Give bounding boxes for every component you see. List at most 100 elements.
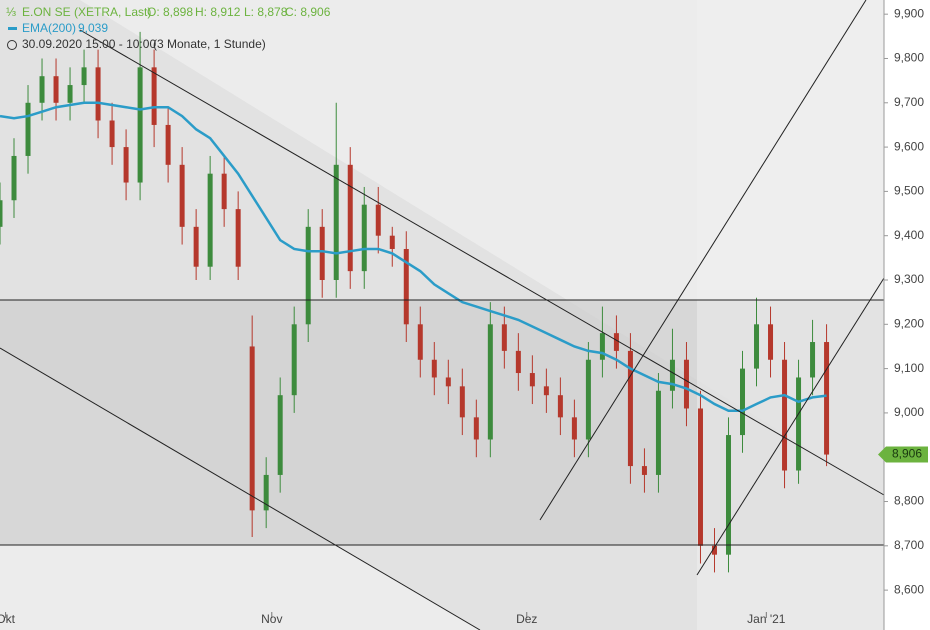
candle-body xyxy=(627,350,633,467)
candle-body xyxy=(123,147,129,183)
legend-period: (3 Monate, 1 Stunde) xyxy=(153,37,266,51)
candle-body xyxy=(711,545,717,555)
y-tick-label: 8,700 xyxy=(894,538,924,552)
candle-body xyxy=(389,235,395,249)
candle-body xyxy=(137,67,143,183)
candle-body xyxy=(571,417,577,440)
candle-body xyxy=(207,173,213,267)
y-tick-label: 9,600 xyxy=(894,139,924,153)
candle-body xyxy=(613,333,619,351)
candle-body xyxy=(740,368,746,436)
y-tick-label: 9,300 xyxy=(894,272,924,286)
candle-body xyxy=(585,359,591,440)
x-tick-label: Nov xyxy=(261,612,282,626)
range-band xyxy=(0,300,884,545)
ema-line xyxy=(0,101,827,412)
candle-body xyxy=(487,324,493,440)
candle-body xyxy=(824,342,830,455)
y-tick-label: 9,900 xyxy=(894,6,924,20)
legend-title: E.ON SE (XETRA, Last) xyxy=(22,5,151,19)
icon: ⅓ xyxy=(6,5,16,19)
y-tick-label: 9,200 xyxy=(894,316,924,330)
y-tick-label: 9,700 xyxy=(894,95,924,109)
price-tag: 8,906 xyxy=(892,447,922,461)
legend-label: EMA(200) xyxy=(22,21,76,35)
candle-body xyxy=(641,466,647,475)
candle-body xyxy=(305,226,311,325)
legend-ohlc: L: 8,878 xyxy=(244,5,288,19)
candle-body xyxy=(151,67,157,125)
candle-body xyxy=(768,324,774,360)
legend-ohlc: C: 8,906 xyxy=(285,5,331,19)
candle-body xyxy=(53,76,59,103)
candle-body xyxy=(221,173,227,210)
y-tick-label: 9,400 xyxy=(894,228,924,242)
candle-body xyxy=(277,395,283,475)
candle-body xyxy=(81,67,87,86)
candle-body xyxy=(431,359,437,378)
candle-body xyxy=(0,200,3,227)
candle-body xyxy=(529,373,535,387)
candle-body xyxy=(725,435,731,555)
price-tag-bg xyxy=(878,446,928,463)
candle-body xyxy=(473,417,479,440)
candle-body xyxy=(193,226,199,267)
candle-body xyxy=(599,333,605,360)
candle-body xyxy=(782,359,788,471)
legend-ohlc: H: 8,912 xyxy=(195,5,241,19)
candle-body xyxy=(655,390,661,475)
candle-body xyxy=(669,359,675,391)
y-tick-label: 8,600 xyxy=(894,582,924,596)
candle-body xyxy=(403,248,409,325)
candle-body xyxy=(697,408,703,546)
candle-body xyxy=(417,324,423,360)
candle-body xyxy=(291,324,297,396)
y-tick-label: 8,800 xyxy=(894,494,924,508)
candle-body xyxy=(263,474,269,511)
candle-body xyxy=(557,395,563,418)
y-tick-label: 9,500 xyxy=(894,184,924,198)
candle-body xyxy=(249,346,255,511)
candle-body xyxy=(683,359,689,409)
legend: ⅓ E.ON SE (XETRA, Last) O: 8,898 H: 8,91… xyxy=(6,5,331,51)
candle-body xyxy=(445,377,451,387)
candle-body xyxy=(754,324,760,369)
marks xyxy=(0,31,830,573)
candle-body xyxy=(179,164,185,227)
candle-body xyxy=(67,85,73,103)
candle-body xyxy=(459,386,465,418)
trend-line xyxy=(696,277,885,576)
candle-body xyxy=(333,164,339,280)
candle-body xyxy=(319,226,325,280)
candle-body xyxy=(515,350,521,374)
highlight-zone xyxy=(697,0,884,630)
legend-ohlc: O: 8,898 xyxy=(147,5,193,19)
y-axis-panel xyxy=(884,0,930,630)
clock-icon xyxy=(7,40,17,50)
y-tick-label: 9,100 xyxy=(894,361,924,375)
candle-body xyxy=(796,377,802,471)
legend-swatch xyxy=(8,27,17,30)
candle-body xyxy=(501,324,507,351)
candle-body xyxy=(235,209,241,267)
trend-line xyxy=(79,29,885,496)
legend-value: 9,039 xyxy=(78,21,108,35)
x-tick-label: Okt xyxy=(0,612,16,626)
candle-body xyxy=(11,155,17,201)
candle-body xyxy=(375,204,381,236)
legend-date: 30.09.2020 15:00 - 10:00 xyxy=(22,37,156,51)
y-tick-label: 9,800 xyxy=(894,51,924,65)
candle-body xyxy=(361,204,367,272)
trend-line xyxy=(0,347,481,630)
candle-body xyxy=(109,120,115,148)
y-tick-label: 9,000 xyxy=(894,405,924,419)
candle-body xyxy=(165,124,171,165)
candle-body xyxy=(25,102,31,156)
candle-body xyxy=(39,76,45,103)
candle-body xyxy=(95,67,101,121)
candle-body xyxy=(543,386,549,396)
x-tick-label: Dez xyxy=(516,612,537,626)
candle-body xyxy=(347,164,353,272)
x-tick-label: Jan '21 xyxy=(747,612,786,626)
